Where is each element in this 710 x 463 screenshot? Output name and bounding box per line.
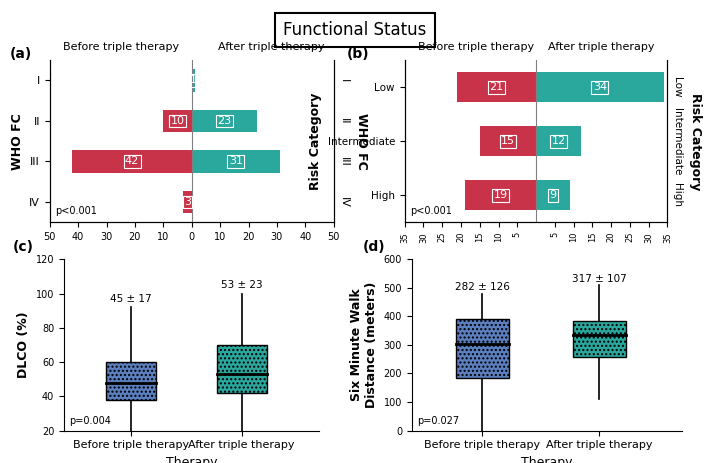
Text: 19: 19 [493,190,508,200]
X-axis label: Therapy: Therapy [166,456,217,463]
Bar [163,110,192,132]
Bar [456,319,508,378]
Bar [536,72,664,102]
Bar [573,321,626,357]
Bar [536,181,570,210]
Bar [72,150,192,173]
Text: 1: 1 [190,75,197,86]
Bar [183,191,192,213]
Text: 12: 12 [552,136,566,146]
Text: 45 ± 17: 45 ± 17 [110,294,151,304]
Bar [480,126,536,156]
Text: (d): (d) [364,240,386,254]
X-axis label: Therapy: Therapy [521,456,572,463]
Text: 3: 3 [184,197,191,207]
Text: p=0.027: p=0.027 [417,416,459,426]
Text: p<0.001: p<0.001 [410,206,452,216]
Text: 282 ± 126: 282 ± 126 [454,282,510,292]
Text: (c): (c) [13,240,34,254]
Text: Functional Status: Functional Status [283,21,427,39]
Bar [465,181,536,210]
Y-axis label: Six Minute Walk
Distance (meters): Six Minute Walk Distance (meters) [350,282,378,408]
Y-axis label: DLCO (%): DLCO (%) [17,312,30,378]
Bar [536,126,581,156]
Y-axis label: WHO FC: WHO FC [355,113,368,169]
Text: 31: 31 [229,156,243,167]
Text: 34: 34 [593,82,607,92]
Bar [192,69,195,92]
Text: 23: 23 [217,116,231,126]
Bar [192,150,280,173]
Text: 10: 10 [170,116,185,126]
Bar [457,72,536,102]
Bar [192,110,257,132]
Bar [217,345,267,393]
Text: 317 ± 107: 317 ± 107 [572,274,627,283]
Text: After triple therapy: After triple therapy [549,43,655,52]
Bar [106,362,155,400]
Text: Before triple therapy: Before triple therapy [417,43,534,52]
Text: p<0.001: p<0.001 [55,206,97,216]
Y-axis label: Risk Category: Risk Category [689,93,701,190]
Text: (a): (a) [10,47,32,61]
Text: After triple therapy: After triple therapy [218,43,324,52]
Text: 9: 9 [550,190,557,200]
Text: Before triple therapy: Before triple therapy [62,43,179,52]
Text: p=0.004: p=0.004 [69,416,111,426]
Text: 53 ± 23: 53 ± 23 [221,281,263,290]
Text: 42: 42 [125,156,139,167]
Text: 15: 15 [501,136,515,146]
Y-axis label: Risk Category: Risk Category [309,93,322,190]
Text: 21: 21 [490,82,503,92]
Y-axis label: WHO FC: WHO FC [11,113,23,169]
Text: (b): (b) [347,47,369,61]
